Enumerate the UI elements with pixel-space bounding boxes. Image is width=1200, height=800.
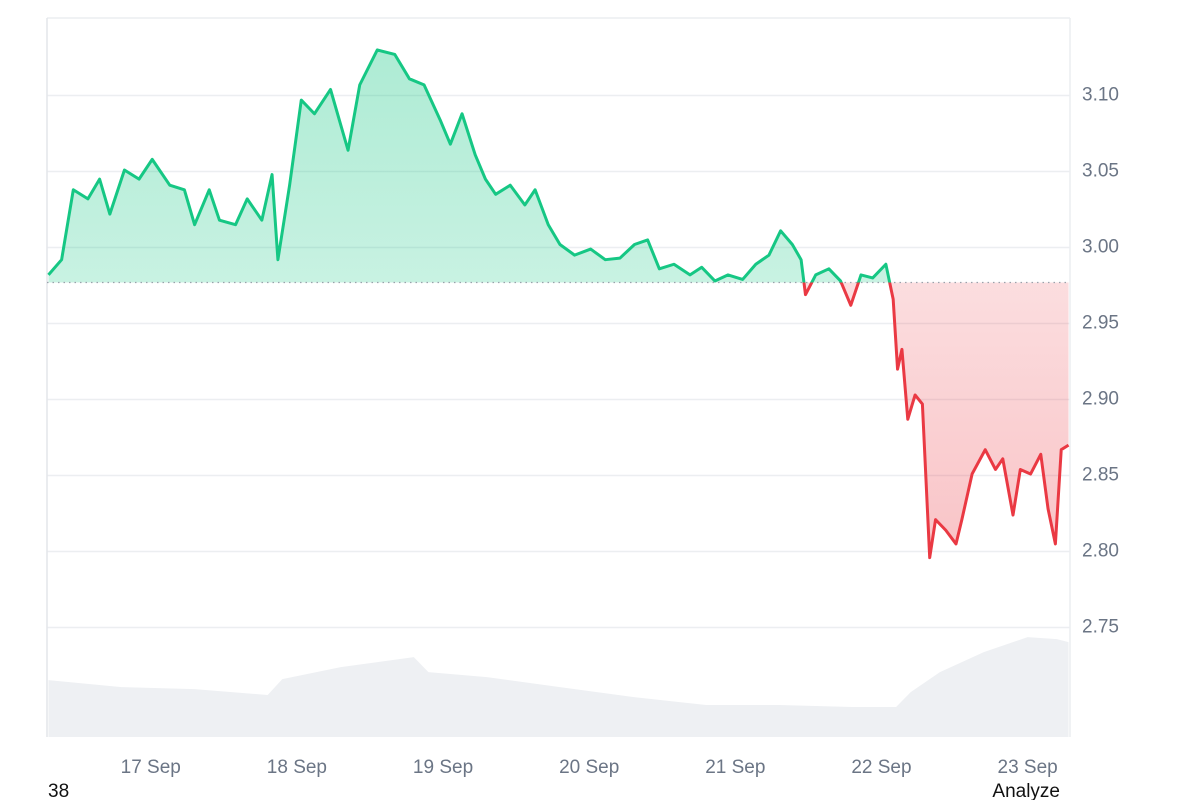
y-tick-label: 3.10 — [1082, 85, 1119, 106]
area-down — [48, 282, 1069, 558]
analyze-button[interactable]: Analyze — [992, 781, 1060, 800]
y-tick-label: 2.95 — [1082, 313, 1119, 334]
volume-area — [48, 637, 1069, 737]
y-tick-label: 3.05 — [1082, 161, 1119, 182]
area-up — [48, 49, 890, 283]
y-tick-label: 3.00 — [1082, 237, 1119, 258]
y-tick-label: 2.80 — [1082, 541, 1119, 562]
y-tick-label: 2.85 — [1082, 465, 1119, 486]
y-tick-label: 2.90 — [1082, 389, 1119, 410]
x-tick-label: 20 Sep — [559, 757, 619, 778]
left-label: 38 — [48, 781, 69, 800]
x-tick-label: 22 Sep — [851, 757, 911, 778]
x-tick-label: 17 Sep — [121, 757, 181, 778]
x-tick-label: 23 Sep — [998, 757, 1058, 778]
price-line-up — [47, 48, 892, 283]
x-tick-label: 18 Sep — [267, 757, 327, 778]
x-tick-label: 19 Sep — [413, 757, 473, 778]
price-line-down — [802, 282, 1070, 560]
x-tick-label: 21 Sep — [705, 757, 765, 778]
y-tick-label: 2.75 — [1082, 617, 1119, 638]
